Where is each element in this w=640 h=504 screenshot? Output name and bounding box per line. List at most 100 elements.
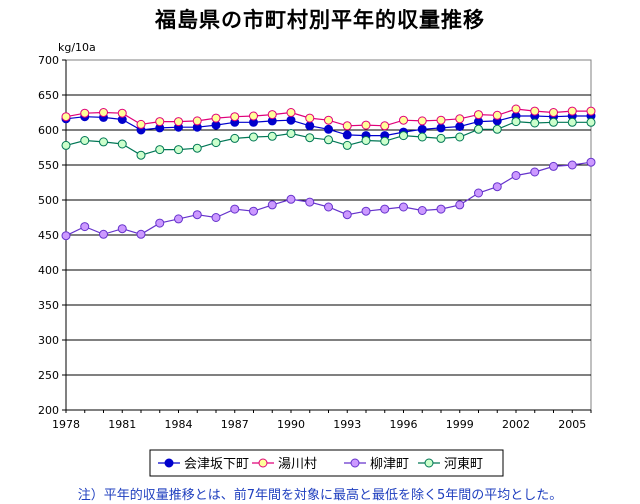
y-tick-label: 550: [38, 159, 59, 172]
y-axis-unit-label: kg/10a: [58, 41, 96, 54]
data-point: [136, 229, 146, 239]
data-point: [249, 132, 258, 142]
y-tick-label: 300: [38, 334, 59, 347]
data-point: [136, 119, 146, 129]
data-point: [436, 115, 446, 125]
legend: 会津坂下町 湯川村 柳津町 河東町: [149, 449, 504, 477]
data-point: [80, 222, 90, 232]
data-point: [192, 143, 202, 153]
y-tick-label: 250: [38, 369, 59, 382]
y-tick-label: 450: [38, 229, 59, 242]
data-point: [230, 133, 240, 143]
series-group: [61, 104, 596, 241]
data-point: [80, 136, 90, 145]
data-point: [455, 114, 465, 124]
data-point: [99, 229, 108, 239]
data-point: [567, 160, 577, 170]
y-tick-label: 350: [38, 299, 59, 312]
x-tick-label: 2002: [502, 418, 530, 431]
data-point: [511, 171, 521, 180]
series-4: [61, 117, 596, 160]
data-point: [174, 117, 183, 127]
data-point: [342, 140, 352, 150]
data-point: [155, 218, 165, 228]
legend-label: 湯川村: [278, 457, 317, 472]
data-point: [436, 133, 446, 143]
data-point: [399, 131, 408, 141]
data-point: [380, 204, 390, 214]
data-point: [324, 124, 333, 134]
data-point: [342, 130, 352, 140]
data-point: [530, 167, 540, 177]
data-point: [492, 110, 502, 120]
data-point: [530, 118, 540, 128]
data-point: [417, 116, 427, 126]
data-point: [61, 112, 71, 122]
data-point: [174, 145, 183, 155]
data-point: [417, 132, 427, 142]
data-point: [511, 117, 521, 127]
data-point: [380, 136, 390, 146]
data-point: [361, 120, 371, 130]
data-point: [549, 117, 558, 127]
data-point: [474, 110, 483, 120]
data-point: [324, 115, 333, 125]
data-point: [474, 124, 483, 134]
data-point: [99, 108, 108, 117]
data-point: [492, 182, 502, 192]
data-point: [117, 139, 127, 149]
data-point: [61, 140, 71, 150]
y-tick-label: 200: [38, 404, 59, 417]
legend-label: 柳津町: [370, 457, 409, 472]
data-point: [455, 132, 465, 142]
data-point: [99, 137, 108, 147]
data-point: [211, 213, 221, 222]
data-point: [361, 136, 371, 145]
data-point: [530, 106, 540, 116]
data-point: [586, 157, 596, 167]
data-point: [436, 204, 446, 214]
x-tick-label: 1990: [277, 418, 305, 431]
data-point: [455, 200, 465, 210]
data-point: [324, 202, 333, 212]
data-point: [492, 124, 502, 134]
data-point: [230, 112, 240, 122]
legend-marker: [164, 458, 174, 468]
data-point: [361, 206, 371, 216]
data-point: [286, 108, 296, 117]
data-point: [286, 115, 296, 125]
x-tick-label: 1987: [221, 418, 249, 431]
data-point: [155, 117, 165, 127]
data-point: [192, 116, 202, 126]
data-point: [305, 121, 315, 131]
data-point: [249, 111, 258, 121]
x-tick-label: 2005: [558, 418, 586, 431]
data-point: [305, 113, 315, 123]
y-tick-label: 700: [38, 54, 59, 67]
data-point: [286, 129, 296, 138]
data-point: [399, 115, 408, 125]
data-point: [211, 138, 221, 148]
data-point: [342, 121, 352, 131]
legend-marker: [350, 458, 360, 468]
y-tick-label: 400: [38, 264, 59, 277]
data-point: [549, 108, 558, 117]
data-point: [567, 117, 577, 127]
x-tick-label: 1978: [52, 418, 80, 431]
data-point: [267, 200, 277, 210]
data-point: [549, 161, 558, 171]
x-tick-label: 1984: [165, 418, 193, 431]
data-point: [136, 150, 146, 160]
data-point: [286, 194, 296, 204]
data-point: [455, 122, 465, 131]
data-point: [305, 197, 315, 207]
data-point: [342, 210, 352, 220]
data-point: [586, 106, 596, 116]
y-tick-label: 600: [38, 124, 59, 137]
data-point: [417, 124, 427, 134]
data-point: [511, 104, 521, 114]
data-point: [474, 188, 483, 198]
legend-label: 会津坂下町: [184, 457, 249, 472]
x-tick-label: 1996: [390, 418, 418, 431]
